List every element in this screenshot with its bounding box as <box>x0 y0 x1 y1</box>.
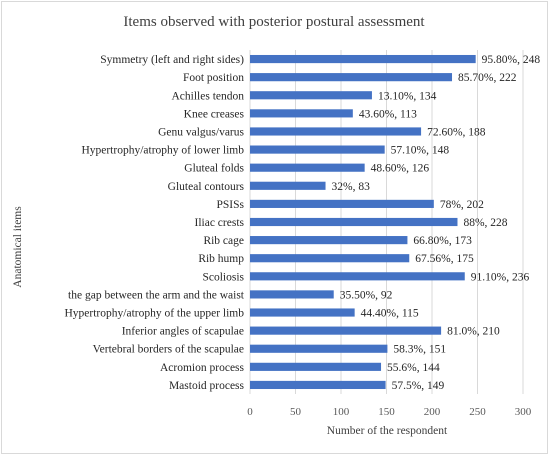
category-label: Rib cage <box>203 235 244 247</box>
category-label: Scoliosis <box>202 271 244 283</box>
bar <box>250 54 476 64</box>
data-label: 66.80%, 173 <box>413 235 472 247</box>
bars <box>250 54 476 390</box>
category-label: Iliac crests <box>195 217 245 229</box>
data-label: 13.10%, 134 <box>378 90 437 102</box>
data-label: 91.10%, 236 <box>471 271 530 283</box>
bar <box>250 145 385 154</box>
category-label: Foot position <box>183 72 244 84</box>
data-label: 85.70%, 222 <box>458 72 517 84</box>
data-label: 95.80%, 248 <box>482 54 541 66</box>
bar <box>250 380 386 390</box>
category-label: Hypertrophy/atrophy of the upper limb <box>65 308 245 320</box>
x-tick-label: 150 <box>378 406 395 418</box>
bar <box>250 91 372 100</box>
y-axis-title: Anatomical items <box>12 206 24 288</box>
data-label: 88%, 228 <box>463 217 507 229</box>
data-label: 81.0%, 210 <box>447 326 500 338</box>
x-tick-label: 0 <box>247 406 253 418</box>
data-label: 43.60%, 113 <box>359 108 417 120</box>
data-label: 58.3%, 151 <box>393 344 446 356</box>
x-tick-label: 200 <box>424 406 441 418</box>
category-label: Acromion process <box>160 362 245 374</box>
category-label: Vertebral borders of the scapulae <box>93 344 244 356</box>
bar <box>250 73 453 82</box>
bar <box>250 127 422 136</box>
bar <box>250 326 442 335</box>
data-label: 57.10%, 148 <box>391 145 450 157</box>
category-label: Knee creases <box>184 108 245 120</box>
x-tick-label: 50 <box>290 406 302 418</box>
data-label: 32%, 83 <box>332 181 371 193</box>
chart-title: Items observed with posterior postural a… <box>123 14 425 30</box>
data-label: 72.60%, 188 <box>427 126 486 138</box>
category-label: Inferior angles of scapulae <box>122 326 244 338</box>
bar <box>250 199 434 208</box>
data-label: 35.50%, 92 <box>340 289 393 301</box>
data-label: 48.60%, 126 <box>371 163 430 175</box>
bar <box>250 272 465 281</box>
data-label: 57.5%, 149 <box>392 380 445 392</box>
data-labels: 95.80%, 248 85.70%, 222 13.10%, 134 43.60%,… <box>332 54 541 392</box>
category-label: Gluteal folds <box>184 163 244 175</box>
bar <box>250 236 408 245</box>
category-label: Mastoid process <box>169 380 245 392</box>
category-labels: Symmetry (left and right sides) Foot posi… <box>65 54 245 392</box>
category-label: Rib hump <box>198 253 244 265</box>
bar <box>250 290 334 299</box>
data-label: 55.6%, 144 <box>387 362 440 374</box>
category-label: Symmetry (left and right sides) <box>100 54 244 66</box>
category-label: Hypertrophy/atrophy of lower limb <box>81 145 244 157</box>
bar <box>250 163 365 172</box>
data-label: 44.40%, 115 <box>361 308 419 320</box>
bar <box>250 362 382 371</box>
bar <box>250 109 353 118</box>
bar <box>250 308 355 317</box>
bar <box>250 217 458 227</box>
x-tick-label: 300 <box>515 406 532 418</box>
category-label: Gluteal contours <box>168 181 245 193</box>
x-tick-label: 250 <box>469 406 486 418</box>
bar <box>250 181 326 190</box>
x-tick-label: 100 <box>333 406 350 418</box>
category-label: PSISs <box>217 199 245 211</box>
bar <box>250 254 410 263</box>
category-label: Genu valgus/varus <box>158 126 244 138</box>
x-axis-title: Number of the respondent <box>327 425 448 437</box>
x-tick-labels: 0 50 100 150 200 250 300 <box>247 406 532 418</box>
data-label: 67.56%, 175 <box>415 253 474 265</box>
bar <box>250 344 388 353</box>
category-label: Achilles tendon <box>172 90 245 102</box>
data-label: 78%, 202 <box>440 199 484 211</box>
category-label: the gap between the arm and the waist <box>68 289 245 301</box>
